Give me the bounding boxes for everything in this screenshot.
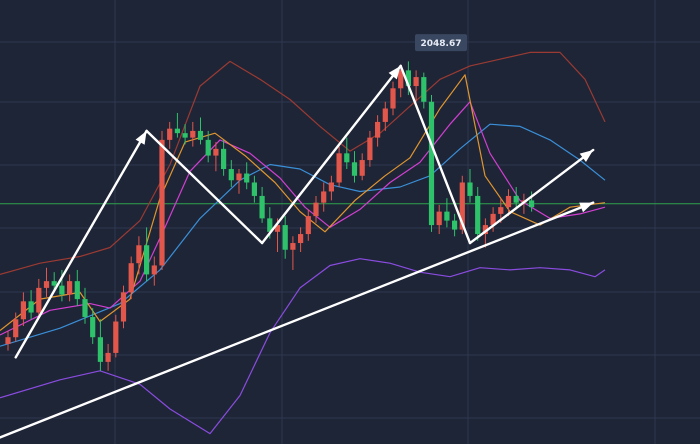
candle-body [120, 292, 127, 322]
candle-body [221, 148, 227, 170]
candle-body [197, 130, 204, 140]
candle-body [398, 70, 404, 89]
candle-body [282, 225, 288, 250]
candle-body [213, 148, 219, 156]
candle-body [351, 162, 358, 176]
price-tag-label: 2048.67 [421, 39, 462, 49]
candle-body [405, 70, 411, 87]
candle-body [413, 77, 419, 87]
candle-body [244, 173, 250, 183]
candle-body [182, 133, 188, 138]
candle-body [513, 195, 519, 203]
bollinger-lower-line [0, 258, 606, 435]
zigzag-arrow-segment [145, 129, 264, 245]
candle-body [367, 137, 373, 161]
zigzag-arrow-segment-arrowhead [135, 130, 147, 145]
candle-body [128, 263, 134, 293]
candle-body [459, 182, 465, 230]
candle-body [482, 225, 488, 235]
candle-body [74, 281, 80, 300]
candle-body [82, 299, 88, 318]
candle-body [305, 216, 311, 235]
candle-body [421, 77, 427, 102]
zigzag-arrow-segment-arrowhead [579, 149, 594, 162]
candle-body [321, 191, 327, 203]
candle-body [105, 352, 111, 362]
candle-body [236, 173, 242, 181]
price-tag-background [415, 34, 467, 52]
candle-body [467, 182, 473, 196]
candle-body [375, 121, 381, 138]
candle-body [274, 225, 281, 232]
candle-body [298, 234, 304, 244]
candle-body [444, 211, 450, 221]
candle-body [167, 128, 173, 140]
trendline-arrow-arrowhead [579, 202, 594, 213]
candle-body [259, 195, 265, 219]
candle-body [159, 139, 165, 266]
candle-body [490, 213, 496, 226]
candle-body [452, 220, 458, 230]
candle-body [529, 200, 535, 208]
candle-body [43, 281, 50, 288]
candle-body [136, 245, 142, 264]
bollinger-upper-line [0, 51, 606, 275]
candle-body [313, 202, 319, 217]
candle-body [505, 195, 512, 208]
candle-body [290, 243, 296, 250]
zigzag-arrow-segment [260, 64, 402, 245]
candle-body [5, 337, 11, 344]
candle-body [67, 281, 73, 295]
candle-body [359, 160, 365, 176]
moving-average-blue-line [0, 123, 606, 347]
candle-body [344, 153, 350, 163]
zigzag-arrow-segment [14, 129, 148, 359]
candle-body [228, 169, 234, 181]
zigzag-arrow-segment [399, 64, 472, 245]
candle-body [36, 287, 42, 313]
candle-body [190, 130, 196, 138]
candle-body [13, 319, 19, 338]
candle-body [382, 108, 388, 122]
zigzag-arrow-segment [468, 148, 595, 245]
candle-body [90, 317, 96, 338]
moving-average-orange-line [0, 74, 606, 331]
candle-body [498, 207, 504, 214]
candle-body [205, 139, 211, 156]
candle-body [28, 301, 34, 313]
candle-body [267, 218, 273, 232]
zigzag-arrow-segment-arrowhead [388, 65, 401, 80]
candle-body [336, 153, 342, 183]
candle-body [428, 101, 435, 226]
candle-body [174, 128, 180, 134]
trendline-arrow [0, 201, 595, 439]
candle-body [328, 182, 334, 192]
candle-body [59, 285, 65, 295]
candle-body [390, 88, 396, 109]
candle-body [113, 321, 119, 353]
candle-body [51, 281, 57, 286]
candle-body [20, 301, 26, 320]
candle-body [144, 245, 150, 275]
candle-body [151, 265, 157, 275]
candle-body [251, 182, 257, 196]
candle-body [475, 195, 481, 235]
candle-body [436, 211, 442, 226]
candle-body [97, 337, 103, 362]
